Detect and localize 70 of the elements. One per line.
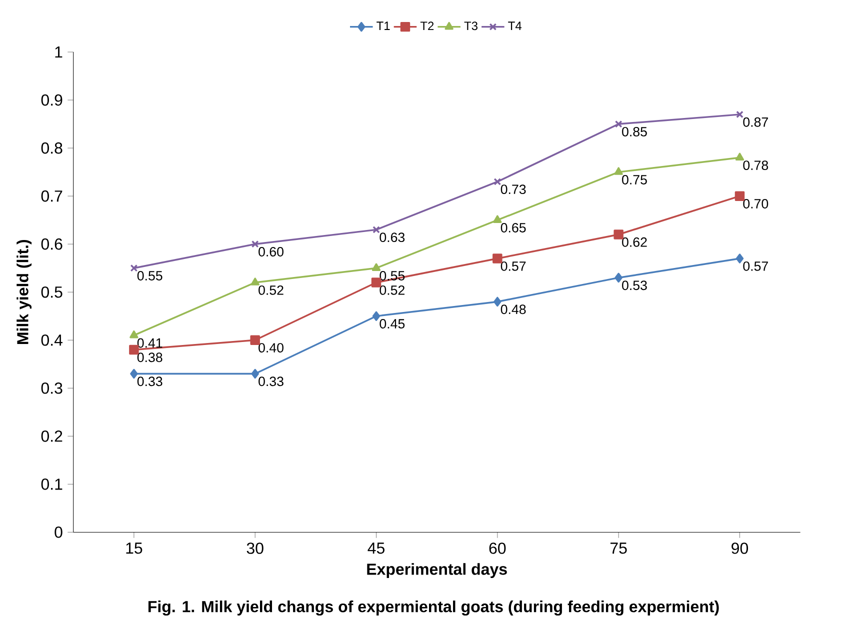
y-tick-label: 0 — [54, 526, 62, 538]
data-label: 0.33 — [137, 376, 162, 386]
point — [372, 311, 380, 322]
point — [492, 254, 502, 264]
y-tick-label: 0.4 — [41, 334, 62, 346]
data-label: 0.55 — [137, 271, 162, 281]
data-label: 0.73 — [500, 184, 526, 194]
point — [493, 215, 502, 224]
point — [734, 191, 745, 202]
point — [494, 178, 502, 186]
data-label: 0.45 — [380, 319, 405, 329]
point — [250, 335, 260, 346]
data-label: 0.62 — [622, 238, 647, 248]
x-tick-label: 90 — [732, 542, 748, 554]
y-axis-title: Milk yield (lit.) — [16, 240, 32, 344]
data-label: 0.87 — [743, 118, 768, 128]
y-tick-label: 0.7 — [41, 190, 62, 202]
point — [251, 240, 259, 248]
data-label: 0.52 — [380, 286, 404, 296]
x-tick-label: 45 — [368, 542, 384, 554]
x-axis-title: Experimental days — [367, 563, 507, 578]
legend-label: T1 — [376, 22, 390, 30]
data-label: 0.65 — [500, 223, 526, 233]
y-tick-label: 0.2 — [41, 430, 62, 442]
point — [494, 297, 502, 307]
x-tick-label: 75 — [610, 542, 627, 554]
y-tick-label: 1 — [55, 46, 62, 58]
data-label: 0.53 — [622, 280, 647, 290]
point — [736, 254, 744, 264]
legend-label: T4 — [508, 22, 522, 30]
point — [614, 230, 624, 240]
point — [372, 226, 380, 234]
point — [735, 152, 744, 161]
data-label: 0.57 — [743, 262, 768, 272]
data-label: 0.70 — [743, 199, 768, 209]
point — [371, 278, 382, 288]
point — [372, 263, 381, 272]
legend-label: T2 — [420, 22, 434, 30]
point — [250, 278, 260, 286]
point — [614, 167, 623, 176]
point — [251, 369, 259, 379]
data-label: 0.63 — [380, 232, 405, 242]
point — [614, 120, 622, 128]
data-label: 0.85 — [622, 127, 647, 137]
data-label: 0.41 — [137, 338, 162, 348]
caption: Fig. 1. Milk yield changs of expermiental goats (during feeding expermient) — [148, 600, 719, 616]
data-label: 0.75 — [622, 175, 647, 185]
data-label: 0.52 — [258, 286, 284, 296]
y-tick-label: 0.8 — [41, 142, 62, 154]
y-tick-label: 0.9 — [41, 94, 62, 106]
data-label: 0.78 — [743, 160, 768, 170]
y-tick-label: 0.6 — [41, 238, 62, 250]
point — [130, 369, 138, 379]
y-tick-label: 0.3 — [41, 382, 62, 394]
x-tick-label: 60 — [489, 542, 506, 554]
point — [736, 110, 744, 118]
data-label: 0.48 — [500, 304, 526, 314]
data-label: 0.38 — [137, 352, 162, 362]
y-tick-label: 0.5 — [41, 286, 62, 298]
point — [130, 264, 138, 272]
data-label: 0.60 — [258, 247, 284, 257]
point — [614, 273, 622, 283]
data-label: 0.33 — [258, 376, 284, 386]
x-tick-label: 15 — [126, 542, 142, 554]
data-label: 0.40 — [258, 343, 284, 353]
x-tick-label: 30 — [246, 542, 264, 554]
y-tick-label: 0.1 — [41, 478, 62, 490]
legend-label: T3 — [464, 22, 478, 30]
data-label: 0.57 — [500, 262, 526, 272]
point — [130, 330, 138, 338]
